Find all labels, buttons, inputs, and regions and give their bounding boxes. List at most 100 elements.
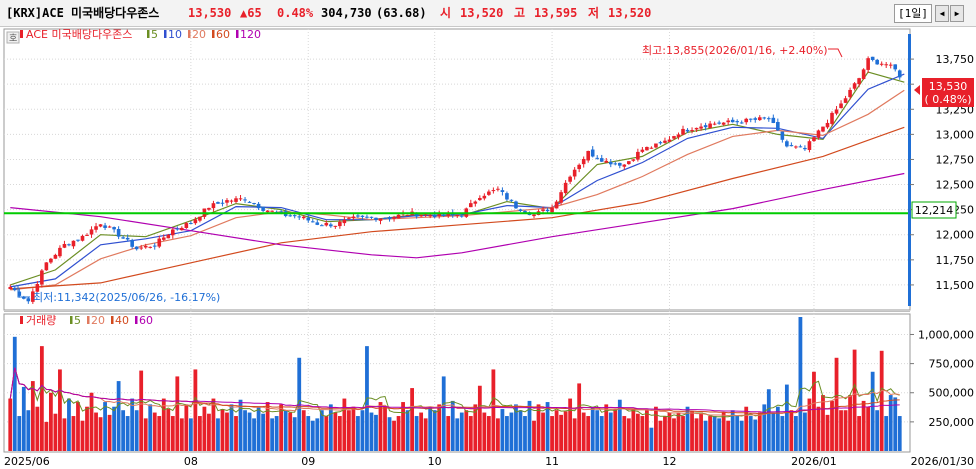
volume-bar[interactable] [893, 397, 898, 451]
volume-bar[interactable] [613, 409, 618, 451]
volume-bar[interactable] [477, 385, 482, 451]
volume-bar[interactable] [495, 418, 500, 451]
volume-bar[interactable] [360, 410, 365, 451]
volume-bar[interactable] [256, 406, 261, 451]
candle[interactable] [712, 121, 717, 126]
volume-bar[interactable] [888, 395, 893, 451]
candle[interactable] [396, 214, 401, 219]
candle[interactable] [107, 225, 112, 228]
candle[interactable] [685, 128, 690, 133]
volume-bar[interactable] [306, 416, 311, 451]
candle[interactable] [383, 217, 387, 220]
volume-bar[interactable] [401, 402, 405, 451]
volume-bar[interactable] [830, 400, 834, 451]
volume-bar[interactable] [265, 402, 270, 451]
candle[interactable] [568, 175, 572, 185]
candle[interactable] [265, 210, 270, 213]
volume-bar[interactable] [116, 381, 121, 451]
volume-bar[interactable] [30, 381, 35, 451]
volume-bar[interactable] [8, 398, 13, 451]
volume-bar[interactable] [152, 412, 157, 451]
candle[interactable] [627, 161, 631, 165]
volume-bar[interactable] [202, 406, 207, 451]
volume-bar[interactable] [473, 404, 478, 451]
volume-bar[interactable] [649, 427, 654, 451]
volume-bar[interactable] [595, 410, 600, 451]
candle[interactable] [825, 119, 830, 129]
candle[interactable] [76, 239, 80, 242]
candle[interactable] [735, 119, 739, 126]
candle[interactable] [26, 297, 31, 304]
candle[interactable] [785, 139, 789, 148]
candle[interactable] [35, 281, 40, 293]
candle[interactable] [166, 233, 171, 239]
candle[interactable] [44, 262, 49, 271]
candle[interactable] [554, 199, 559, 209]
volume-bar[interactable] [12, 336, 17, 451]
volume-bar[interactable] [825, 414, 830, 451]
candle[interactable] [839, 100, 843, 109]
candle[interactable] [762, 116, 767, 120]
volume-bar[interactable] [67, 398, 71, 451]
candle[interactable] [8, 284, 13, 290]
volume-bar[interactable] [784, 384, 789, 451]
volume-bar[interactable] [775, 406, 780, 451]
volume-bar[interactable] [107, 414, 112, 451]
volume-bar[interactable] [414, 416, 419, 451]
candle[interactable] [193, 217, 198, 225]
volume-bar[interactable] [654, 406, 658, 451]
candle[interactable] [225, 198, 229, 206]
candle[interactable] [663, 137, 667, 144]
volume-bar[interactable] [631, 409, 636, 451]
candle[interactable] [672, 135, 676, 141]
candle[interactable] [699, 123, 703, 131]
volume-bar[interactable] [125, 416, 130, 451]
volume-bar[interactable] [85, 406, 89, 451]
candle[interactable] [351, 213, 356, 221]
volume-bar[interactable] [812, 371, 816, 451]
candle[interactable] [509, 199, 514, 202]
volume-bar[interactable] [26, 410, 31, 451]
volume-bar[interactable] [193, 369, 198, 451]
candle[interactable] [53, 253, 58, 259]
volume-bar[interactable] [735, 416, 740, 451]
volume-bar[interactable] [301, 410, 306, 451]
candle[interactable] [577, 163, 581, 173]
volume-bar[interactable] [789, 410, 794, 451]
candle[interactable] [694, 127, 699, 133]
volume-bar[interactable] [288, 412, 293, 451]
volume-bar[interactable] [405, 410, 410, 451]
candle[interactable] [491, 187, 496, 194]
volume-bar[interactable] [337, 416, 342, 451]
candle[interactable] [834, 106, 839, 116]
scroll-left-arrow-icon[interactable]: ◀ [935, 5, 949, 22]
candle[interactable] [861, 68, 866, 80]
volume-bar[interactable] [608, 412, 613, 451]
candle[interactable] [234, 196, 238, 204]
volume-bar[interactable] [157, 416, 162, 451]
volume-bar[interactable] [234, 416, 238, 451]
volume-bar[interactable] [80, 420, 85, 451]
candle[interactable] [347, 217, 351, 220]
volume-bar[interactable] [450, 400, 455, 451]
candle[interactable] [875, 58, 879, 65]
volume-bar[interactable] [166, 409, 171, 451]
volume-bar[interactable] [53, 413, 58, 451]
volume-bar[interactable] [94, 412, 98, 451]
volume-bar[interactable] [220, 409, 225, 451]
candle[interactable] [157, 235, 162, 249]
candle[interactable] [40, 269, 44, 288]
volume-bar[interactable] [721, 412, 726, 451]
candle[interactable] [897, 69, 902, 80]
volume-bar[interactable] [599, 416, 604, 451]
candle[interactable] [12, 286, 17, 292]
candle[interactable] [893, 64, 898, 72]
volume-bar[interactable] [410, 388, 415, 451]
candle[interactable] [139, 244, 143, 251]
volume-bar[interactable] [39, 346, 44, 451]
candle[interactable] [405, 214, 410, 216]
candle[interactable] [870, 56, 875, 62]
candle[interactable] [310, 218, 315, 223]
candle[interactable] [816, 129, 821, 140]
candle[interactable] [130, 238, 134, 249]
